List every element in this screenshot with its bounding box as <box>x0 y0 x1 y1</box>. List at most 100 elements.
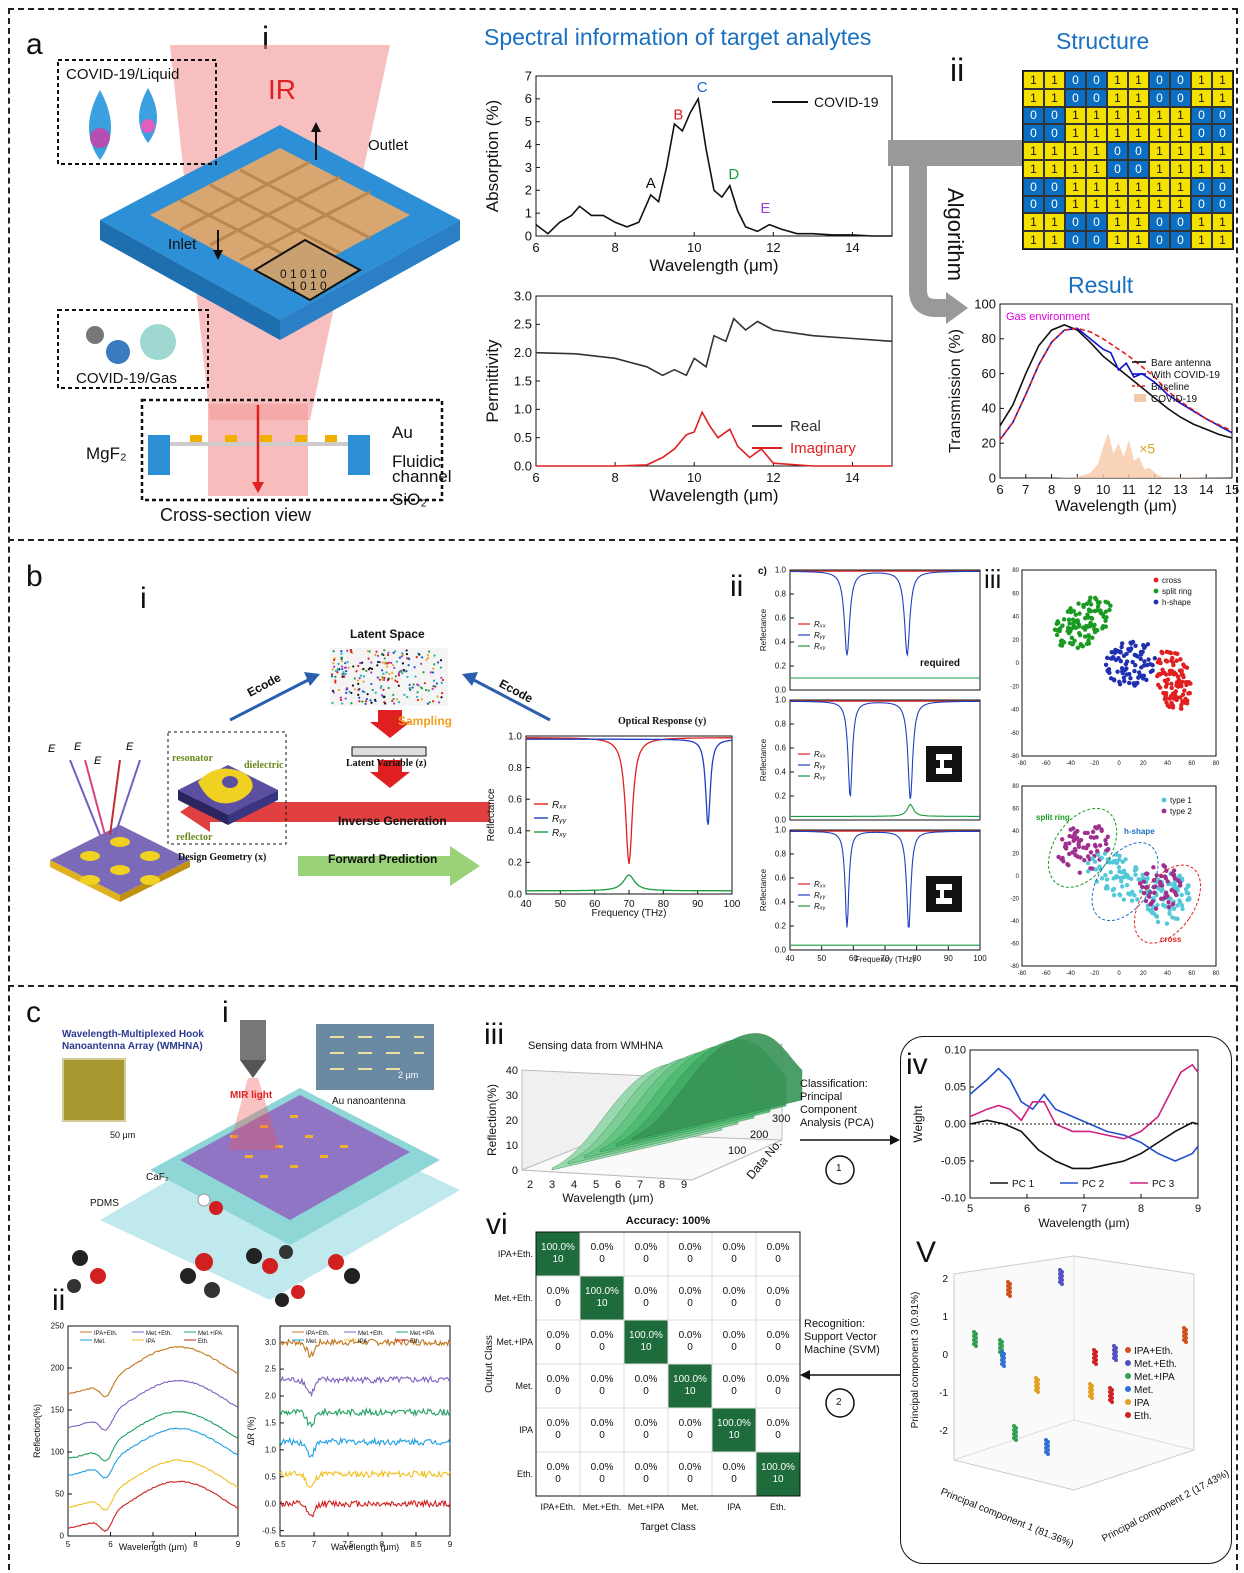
latent-dot <box>383 676 386 679</box>
grid-cell: 1 <box>1023 159 1044 178</box>
grid-cell: 1 <box>1086 195 1107 214</box>
y-tick-label: 20 <box>982 436 996 451</box>
matrix-cell-percent: 0.0% <box>723 1374 746 1385</box>
panel-c-sub-iii: iii <box>484 1018 504 1051</box>
matrix-cell-percent: 0.0% <box>723 1286 746 1297</box>
grid-cell: 1 <box>1170 142 1191 160</box>
y-tick-label: 1.0 <box>265 1446 277 1455</box>
matrix-cell-percent: 0.0% <box>635 1418 658 1429</box>
x-axis-label: Wavelength (μm) <box>649 486 778 505</box>
x-tick-label: 2 <box>527 1179 533 1191</box>
latent-dot <box>407 664 410 667</box>
grid-cell: 0 <box>1023 106 1044 125</box>
x-tick-label: 8 <box>611 470 618 485</box>
latent-dot <box>433 663 436 666</box>
grid-cell: 0 <box>1191 195 1212 214</box>
latent-dot <box>406 675 409 679</box>
latent-dot <box>357 664 360 668</box>
scatter-point <box>1104 877 1110 882</box>
classification-line-4: Analysis (PCA) <box>800 1117 874 1129</box>
scatter-point <box>1177 898 1182 903</box>
latent-dot <box>397 684 400 687</box>
grid-cell: 1 <box>1149 195 1170 214</box>
latent-dot <box>394 675 397 678</box>
y-axis-label: Output Class <box>484 1335 495 1393</box>
latent-dot <box>344 662 347 665</box>
scatter-point <box>1088 850 1094 855</box>
recognition-line-3: Machine (SVM) <box>804 1344 880 1356</box>
latent-dot <box>371 688 374 692</box>
matrix-cell-percent: 0.0% <box>679 1286 702 1297</box>
row-class-label: Met. <box>515 1381 533 1391</box>
scatter-point <box>1080 643 1085 649</box>
matrix-cell-count: 10 <box>772 1474 784 1485</box>
latent-dot <box>336 667 339 671</box>
grid-cell: 0 <box>1107 159 1128 178</box>
latent-dot <box>357 693 360 696</box>
plot-frame <box>279 1325 451 1537</box>
scatter-point <box>1137 881 1143 886</box>
au-label: Au <box>392 423 413 442</box>
gas-environment-label: Gas environment <box>1006 311 1090 323</box>
scatter-point <box>1057 628 1062 634</box>
scatter-point <box>1132 893 1137 898</box>
latent-dot <box>422 671 425 674</box>
latent-dot <box>361 690 364 693</box>
scatter-point <box>1124 882 1130 888</box>
y-axis-label: Transmission (%) <box>947 329 964 453</box>
fluidic-label: Fluidic <box>392 452 442 471</box>
scatter-point <box>1155 660 1161 665</box>
y-tick-label: 250 <box>51 1322 65 1331</box>
grid-cell: 1 <box>1128 213 1149 232</box>
legend-label: h-shape <box>1162 598 1191 607</box>
latent-dot <box>348 690 351 693</box>
matrix-cell-count: 10 <box>596 1298 608 1309</box>
panel-c-letter: c <box>26 996 41 1029</box>
legend-marker <box>1161 797 1167 803</box>
series-line <box>67 1379 239 1431</box>
legend-label: Met. <box>1134 1385 1153 1396</box>
latent-dot <box>358 696 361 699</box>
legend-label: PC 1 <box>1012 1179 1035 1190</box>
scatter-point <box>1094 1362 1098 1366</box>
latent-dot <box>413 666 416 669</box>
matrix-cell-count: 0 <box>555 1474 561 1485</box>
series-line <box>790 803 980 817</box>
y-axis-label: Reflection(%) <box>485 1084 499 1156</box>
scatter-point <box>1169 887 1174 893</box>
matrix-cell-count: 0 <box>643 1386 649 1397</box>
matrix-cell-count: 0 <box>687 1474 693 1485</box>
scatter-point <box>1122 679 1127 684</box>
latent-dot <box>369 699 372 702</box>
series-line <box>279 1499 451 1518</box>
x-tick-label: 6 <box>108 1540 113 1549</box>
grid-cell: 1 <box>1044 71 1065 89</box>
x-tick-label: -20 <box>1090 971 1099 977</box>
x-tick-label: 40 <box>786 954 795 963</box>
x-tick-label: 9 <box>1074 482 1081 497</box>
cluster-outline <box>1091 842 1159 922</box>
latent-dot <box>332 658 336 661</box>
scatter-point <box>1073 612 1078 617</box>
grid-cell: 1 <box>1065 195 1086 214</box>
matrix-cell-percent: 100.0% <box>585 1286 619 1297</box>
x-tick-label: 3 <box>549 1179 555 1191</box>
scatter-point <box>1103 609 1109 614</box>
latent-dot <box>340 656 343 659</box>
latent-dot <box>383 662 387 665</box>
x-tick-label: 80 <box>912 954 921 963</box>
latent-dot <box>379 686 382 689</box>
plot-frame <box>67 1325 239 1537</box>
scatter-point <box>1176 878 1181 883</box>
scatter-point <box>1152 656 1158 661</box>
latent-dot <box>334 675 337 678</box>
scatter-point <box>1066 608 1072 614</box>
latent-dot <box>408 687 411 690</box>
grid-cell: 0 <box>1086 88 1107 107</box>
ir-label: IR <box>268 74 296 105</box>
matrix-cell <box>667 1407 713 1453</box>
scatter-point <box>1180 692 1186 697</box>
inlet-label: Inlet <box>168 236 197 253</box>
pdms-label: PDMS <box>90 1198 119 1209</box>
legend-label: With COVID-19 <box>1151 370 1220 381</box>
